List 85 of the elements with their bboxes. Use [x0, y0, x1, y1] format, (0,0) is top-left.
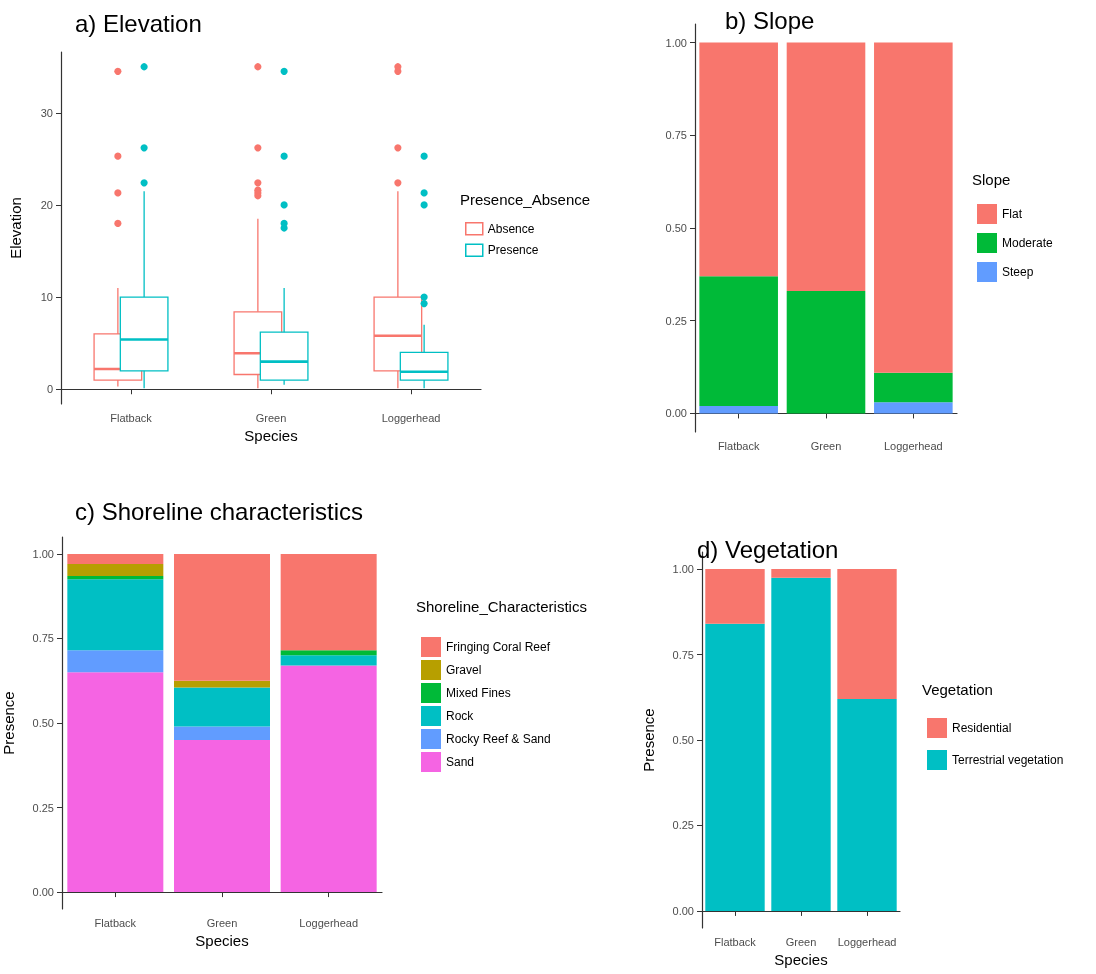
bar — [67, 579, 164, 651]
chart-title: d) Vegetation — [697, 535, 839, 563]
bar — [174, 553, 270, 681]
legend-label: Terrestrial vegetation — [952, 753, 1064, 767]
legend-title: Shoreline_Characteristics — [416, 598, 587, 615]
y-tick-label: 0.00 — [672, 904, 694, 917]
legend-title: Slope — [972, 171, 1011, 188]
legend-label: Steep — [1002, 265, 1034, 279]
bar — [280, 650, 377, 656]
bar — [874, 42, 953, 373]
bar — [174, 687, 270, 727]
x-tick-label: Green — [785, 935, 817, 948]
x-tick-label: Flatback — [717, 439, 760, 452]
x-tick-label: Loggerhead — [837, 935, 897, 948]
x-axis-title: Species — [195, 932, 249, 949]
chart-title: c) Shoreline characteristics — [75, 497, 364, 525]
legend-label: Rocky Reef & Sand — [446, 732, 551, 746]
bar — [705, 569, 765, 624]
legend-title: Presence_Absence — [460, 191, 591, 208]
legend-label: Residential — [952, 721, 1012, 735]
legend-title: Vegetation — [922, 681, 993, 698]
y-tick-label: 0.75 — [672, 648, 694, 661]
x-axis-title: Species — [774, 951, 828, 968]
y-tick-label: 0.00 — [32, 886, 54, 899]
x-tick-label: Green — [255, 411, 287, 424]
y-tick-label: 0.00 — [665, 407, 687, 420]
legend-label: Sand — [446, 755, 475, 769]
y-axis-title: Presence — [640, 708, 657, 772]
y-tick-label: 0.25 — [32, 801, 54, 814]
y-axis-title: Presence — [0, 691, 17, 755]
bar — [280, 655, 377, 666]
bar — [699, 42, 778, 277]
legend-label: Fringing Coral Reef — [446, 640, 551, 654]
x-tick-label: Loggerhead — [381, 411, 441, 424]
x-tick-label: Loggerhead — [299, 916, 359, 929]
y-tick-label: 0.50 — [32, 717, 54, 729]
bar — [705, 623, 765, 911]
bar — [786, 42, 866, 292]
chart-title: a) Elevation — [75, 9, 202, 37]
y-tick-label: 0.75 — [32, 632, 54, 645]
y-tick-label: 10 — [40, 291, 53, 304]
x-tick-label: Loggerhead — [883, 439, 943, 452]
legend-label: Absence — [487, 221, 535, 236]
x-tick-label: Green — [206, 916, 238, 929]
y-tick-label: 30 — [40, 106, 53, 119]
x-tick-label: Flatback — [714, 935, 757, 948]
bar — [771, 577, 831, 911]
legend-label: Presence — [487, 243, 539, 258]
bar — [67, 650, 164, 673]
x-axis-title: Species — [244, 427, 298, 444]
bar — [699, 276, 778, 407]
x-tick-label: Green — [810, 439, 842, 452]
x-tick-label: Flatback — [94, 916, 137, 929]
bar — [837, 569, 897, 699]
y-tick-label: 1.00 — [32, 547, 54, 560]
bar — [699, 406, 778, 414]
y-tick-label: 0.75 — [665, 129, 687, 142]
bar — [771, 569, 831, 578]
bar — [874, 402, 953, 414]
legend-label: Gravel — [446, 663, 482, 677]
bar — [874, 372, 953, 403]
bar — [280, 665, 377, 893]
bar — [67, 672, 164, 893]
bar — [67, 564, 164, 576]
bar — [174, 726, 270, 740]
y-tick-label: 0.50 — [672, 734, 694, 746]
x-tick-label: Flatback — [110, 411, 153, 424]
y-tick-label: 0.50 — [665, 222, 687, 234]
legend-label: Moderate — [1002, 236, 1054, 250]
chart-title: b) Slope — [725, 6, 815, 34]
y-tick-label: 20 — [40, 198, 53, 211]
y-tick-label: 1.00 — [672, 563, 694, 576]
bar — [67, 553, 164, 565]
bar — [174, 739, 270, 893]
y-tick-label: 0.25 — [665, 314, 687, 327]
y-tick-label: 1.00 — [665, 36, 687, 49]
bar — [786, 291, 866, 414]
legend-label: Rock — [446, 709, 475, 723]
legend-label: Mixed Fines — [446, 686, 511, 700]
bar — [837, 698, 897, 911]
legend-label: Flat — [1002, 207, 1023, 221]
y-tick-label: 0 — [46, 383, 53, 396]
y-axis-title: Elevation — [7, 197, 24, 259]
y-tick-label: 0.25 — [672, 819, 694, 832]
bar — [280, 553, 377, 651]
